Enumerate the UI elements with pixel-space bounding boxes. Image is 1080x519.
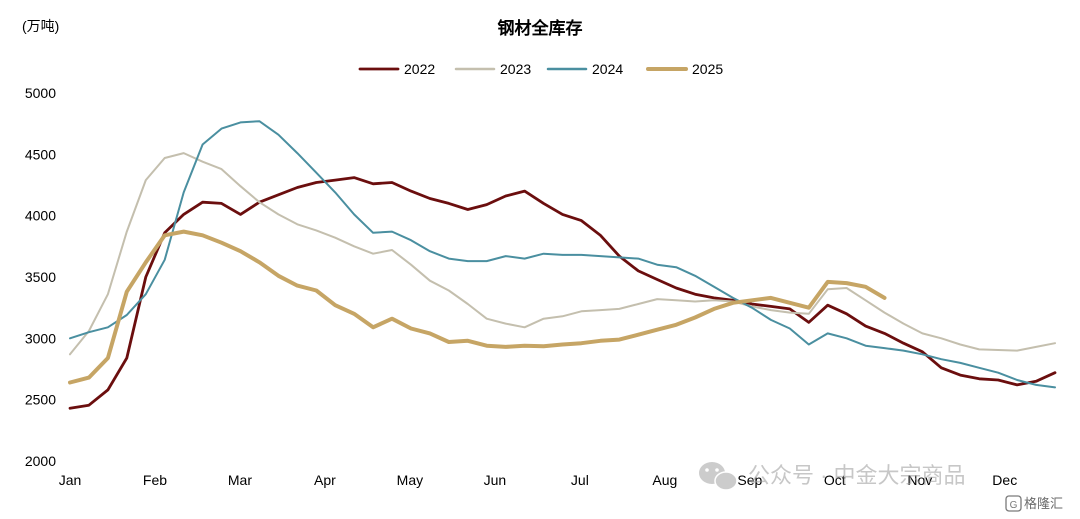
x-tick-label: Jun (484, 472, 507, 488)
legend-label-2024: 2024 (592, 61, 623, 77)
x-tick-label: Mar (228, 472, 252, 488)
x-tick-label: Jul (571, 472, 589, 488)
x-tick-label: Jan (59, 472, 82, 488)
y-tick-label: 5000 (25, 85, 56, 101)
wechat-icon (699, 462, 738, 491)
y-tick-label: 3500 (25, 269, 56, 285)
y-tick-label: 4500 (25, 146, 56, 162)
y-tick-label: 4000 (25, 208, 56, 224)
series-lines (68, 120, 1057, 410)
brand-logo-icon: G (1005, 495, 1022, 512)
x-tick-label: Apr (314, 472, 336, 488)
x-tick-label: Aug (652, 472, 677, 488)
watermark-text: 公众号 · 中金大宗商品 (748, 463, 966, 488)
x-tick-label: May (397, 472, 423, 488)
watermark: 公众号 · 中金大宗商品 G 格隆汇 (699, 462, 1063, 512)
series-line-2025 (68, 229, 887, 385)
y-axis-unit-label: (万吨) (22, 18, 59, 34)
legend-label-2022: 2022 (404, 61, 435, 77)
y-tick-label: 2500 (25, 392, 56, 408)
x-axis: Jan Feb Mar Apr May Jun Jul Aug Sep Oct Nov Dec (59, 472, 1018, 488)
chart-legend: 2022 2023 2024 2025 (358, 61, 723, 77)
x-tick-label: Oct (824, 472, 846, 488)
brand-text: 格隆汇 (1024, 496, 1063, 511)
x-tick-label: Sep (737, 472, 762, 488)
chart-title: 钢材全库存 (498, 18, 583, 38)
x-tick-label: Nov (907, 472, 932, 488)
x-tick-label: Feb (143, 472, 167, 488)
legend-label-2023: 2023 (500, 61, 531, 77)
x-tick-label: Dec (992, 472, 1017, 488)
y-axis: 2000 2500 3000 3500 4000 4500 5000 (25, 85, 56, 469)
series-line-2022 (68, 176, 1057, 410)
series-line-2023 (69, 152, 1056, 356)
y-tick-label: 2000 (25, 453, 56, 469)
legend-label-2025: 2025 (692, 61, 723, 77)
series-line-2024 (69, 120, 1056, 389)
svg-text:G: G (1010, 500, 1018, 511)
y-tick-label: 3000 (25, 330, 56, 346)
